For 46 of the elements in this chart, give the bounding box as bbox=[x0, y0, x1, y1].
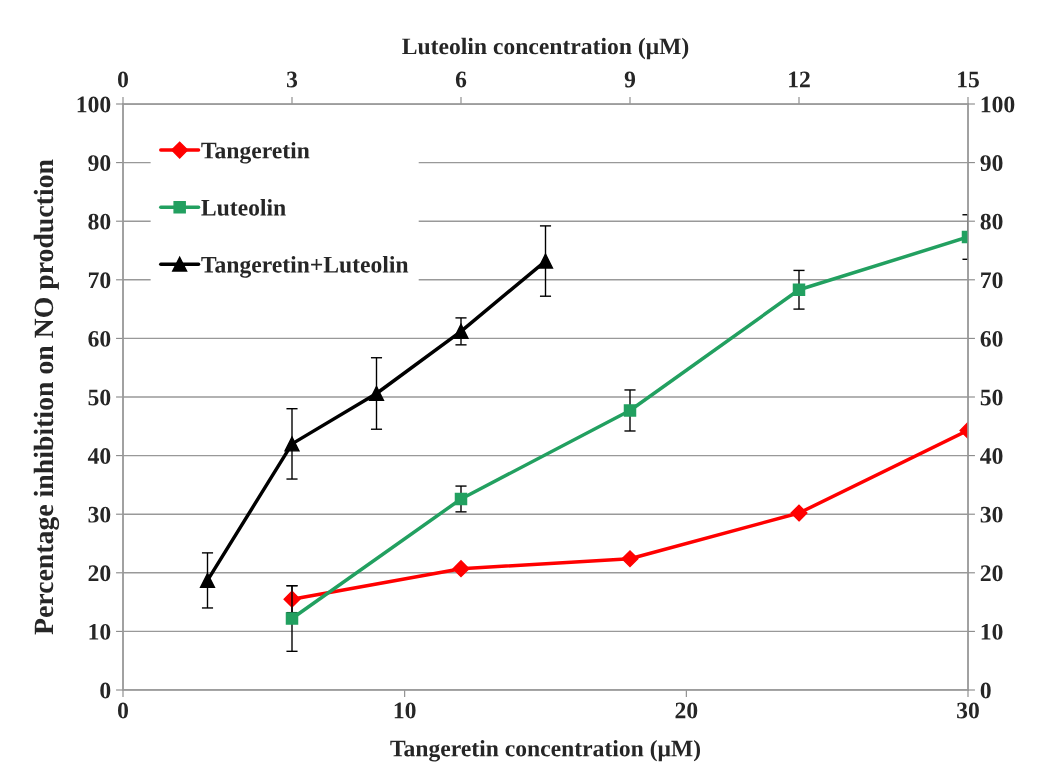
y2-tick-label: 100 bbox=[981, 96, 1015, 113]
y-tick-label: 100 bbox=[77, 96, 111, 113]
x-tick-label: 0 bbox=[118, 702, 128, 719]
x2-tick-label: 6 bbox=[455, 71, 467, 88]
y-tick-label: 90 bbox=[88, 155, 111, 172]
legend-label: Tangeretin+Luteolin bbox=[201, 256, 409, 278]
y-tick-label: 80 bbox=[88, 213, 111, 230]
y2-tick-label: 90 bbox=[980, 155, 1003, 172]
y-tick-label: 50 bbox=[88, 389, 111, 406]
point bbox=[621, 550, 639, 568]
x2-tick-label: 15 bbox=[958, 71, 979, 88]
y2-tick-label: 20 bbox=[980, 565, 1003, 582]
y2-tick-label: 60 bbox=[980, 330, 1003, 347]
x-tick-label: 10 bbox=[394, 702, 416, 719]
x-tick-label: 20 bbox=[675, 702, 698, 719]
x2-tick-label: 0 bbox=[118, 71, 128, 88]
point bbox=[452, 560, 470, 578]
y-tick-label: 40 bbox=[87, 448, 111, 465]
y-tick-label: 60 bbox=[88, 330, 111, 347]
x2-tick-label: 9 bbox=[624, 71, 636, 88]
point bbox=[453, 323, 469, 340]
y-tick-label: 10 bbox=[89, 623, 111, 640]
x-axis-title: Tangeretin concentration (μM) bbox=[390, 739, 701, 762]
x-tick-label: 30 bbox=[957, 702, 979, 719]
point bbox=[284, 436, 300, 452]
x2-tick-label: 3 bbox=[286, 71, 298, 88]
y-tick-label: 0 bbox=[100, 682, 111, 699]
y2-tick-label: 40 bbox=[980, 448, 1003, 465]
y2-tick-label: 80 bbox=[980, 213, 1003, 230]
legend-label: Tangeretin bbox=[201, 141, 310, 164]
y2-tick-label: 0 bbox=[980, 682, 991, 699]
y2-tick-label: 30 bbox=[980, 506, 1003, 523]
y-tick-label: 70 bbox=[88, 272, 111, 289]
point bbox=[537, 253, 554, 269]
y2-tick-label: 10 bbox=[981, 623, 1003, 640]
x2-axis-title: Luteolin concentration (μM) bbox=[402, 37, 689, 60]
point bbox=[199, 572, 216, 589]
y2-tick-label: 70 bbox=[981, 272, 1003, 289]
x2-tick-label: 12 bbox=[789, 71, 810, 88]
y2-tick-label: 50 bbox=[980, 389, 1003, 406]
point bbox=[368, 385, 385, 402]
y-axis-title: Percentage inhibition on NO production bbox=[33, 159, 60, 635]
y-tick-label: 20 bbox=[88, 565, 111, 582]
point bbox=[790, 504, 808, 522]
y-tick-label: 30 bbox=[88, 506, 111, 523]
legend-label: Luteolin bbox=[201, 199, 286, 216]
